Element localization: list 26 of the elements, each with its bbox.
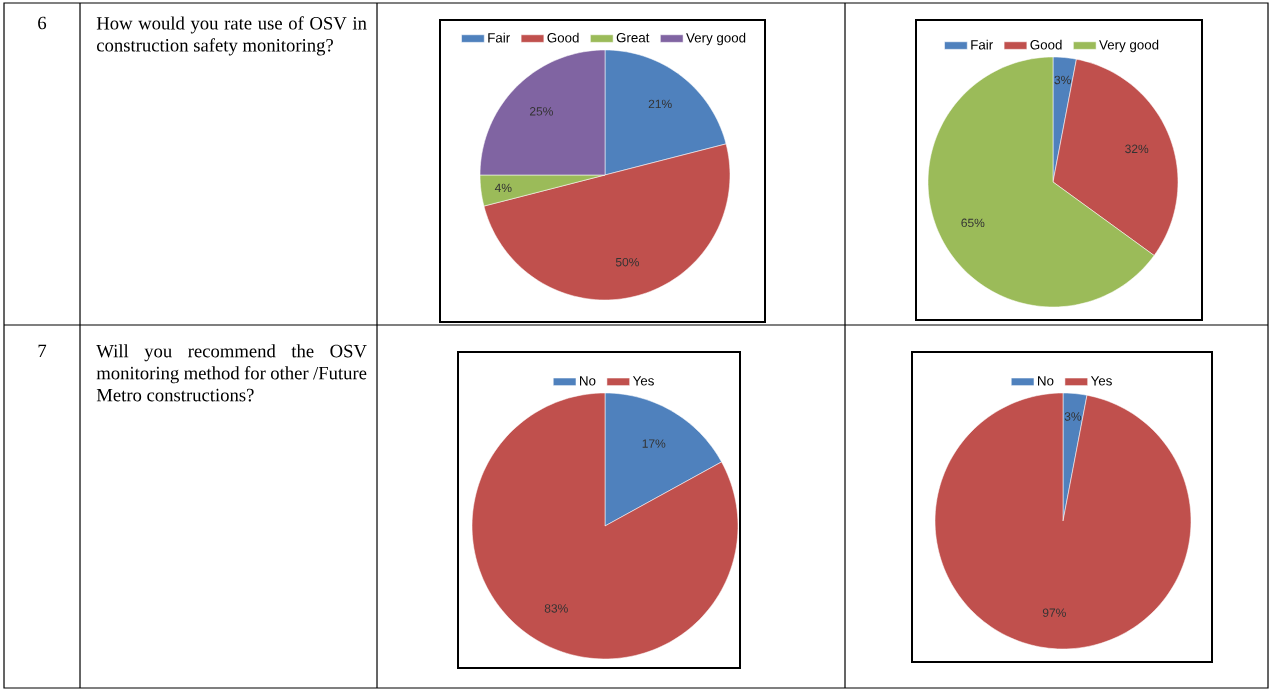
text: How would you rate use of OSV in construction safety monitoring? — [96, 16, 367, 56]
data-label: 4% — [494, 183, 512, 193]
data-label: 32% — [1125, 144, 1149, 154]
data-label: 3% — [1054, 75, 1071, 85]
legend-label: Very good — [686, 32, 746, 46]
legend-label: No — [1038, 376, 1054, 386]
legend-label: Good — [547, 32, 579, 43]
data-label: 50% — [615, 257, 639, 267]
legend-label: Good — [1030, 39, 1062, 50]
legend-label: Yes — [1090, 376, 1112, 386]
data-label: 21% — [648, 99, 672, 109]
legend-label: Yes — [632, 376, 654, 386]
data-label: 65% — [961, 218, 985, 228]
legend-label: Very good — [1099, 39, 1159, 53]
data-label: 25% — [529, 107, 553, 116]
legend-label: Great — [616, 32, 650, 43]
data-label: 83% — [544, 604, 568, 613]
text: 7 — [38, 344, 47, 357]
text: Will you recommend the OSV monitoring method for other /Future Metro constructions? — [96, 344, 367, 402]
data-label: 97% — [1042, 608, 1066, 617]
legend-label: No — [580, 376, 596, 386]
data-label: 17% — [642, 439, 666, 448]
text: 6 — [38, 16, 47, 30]
legend-label: Fair — [488, 32, 510, 43]
legend-label: Fair — [971, 39, 993, 50]
data-label: 3% — [1064, 412, 1082, 421]
